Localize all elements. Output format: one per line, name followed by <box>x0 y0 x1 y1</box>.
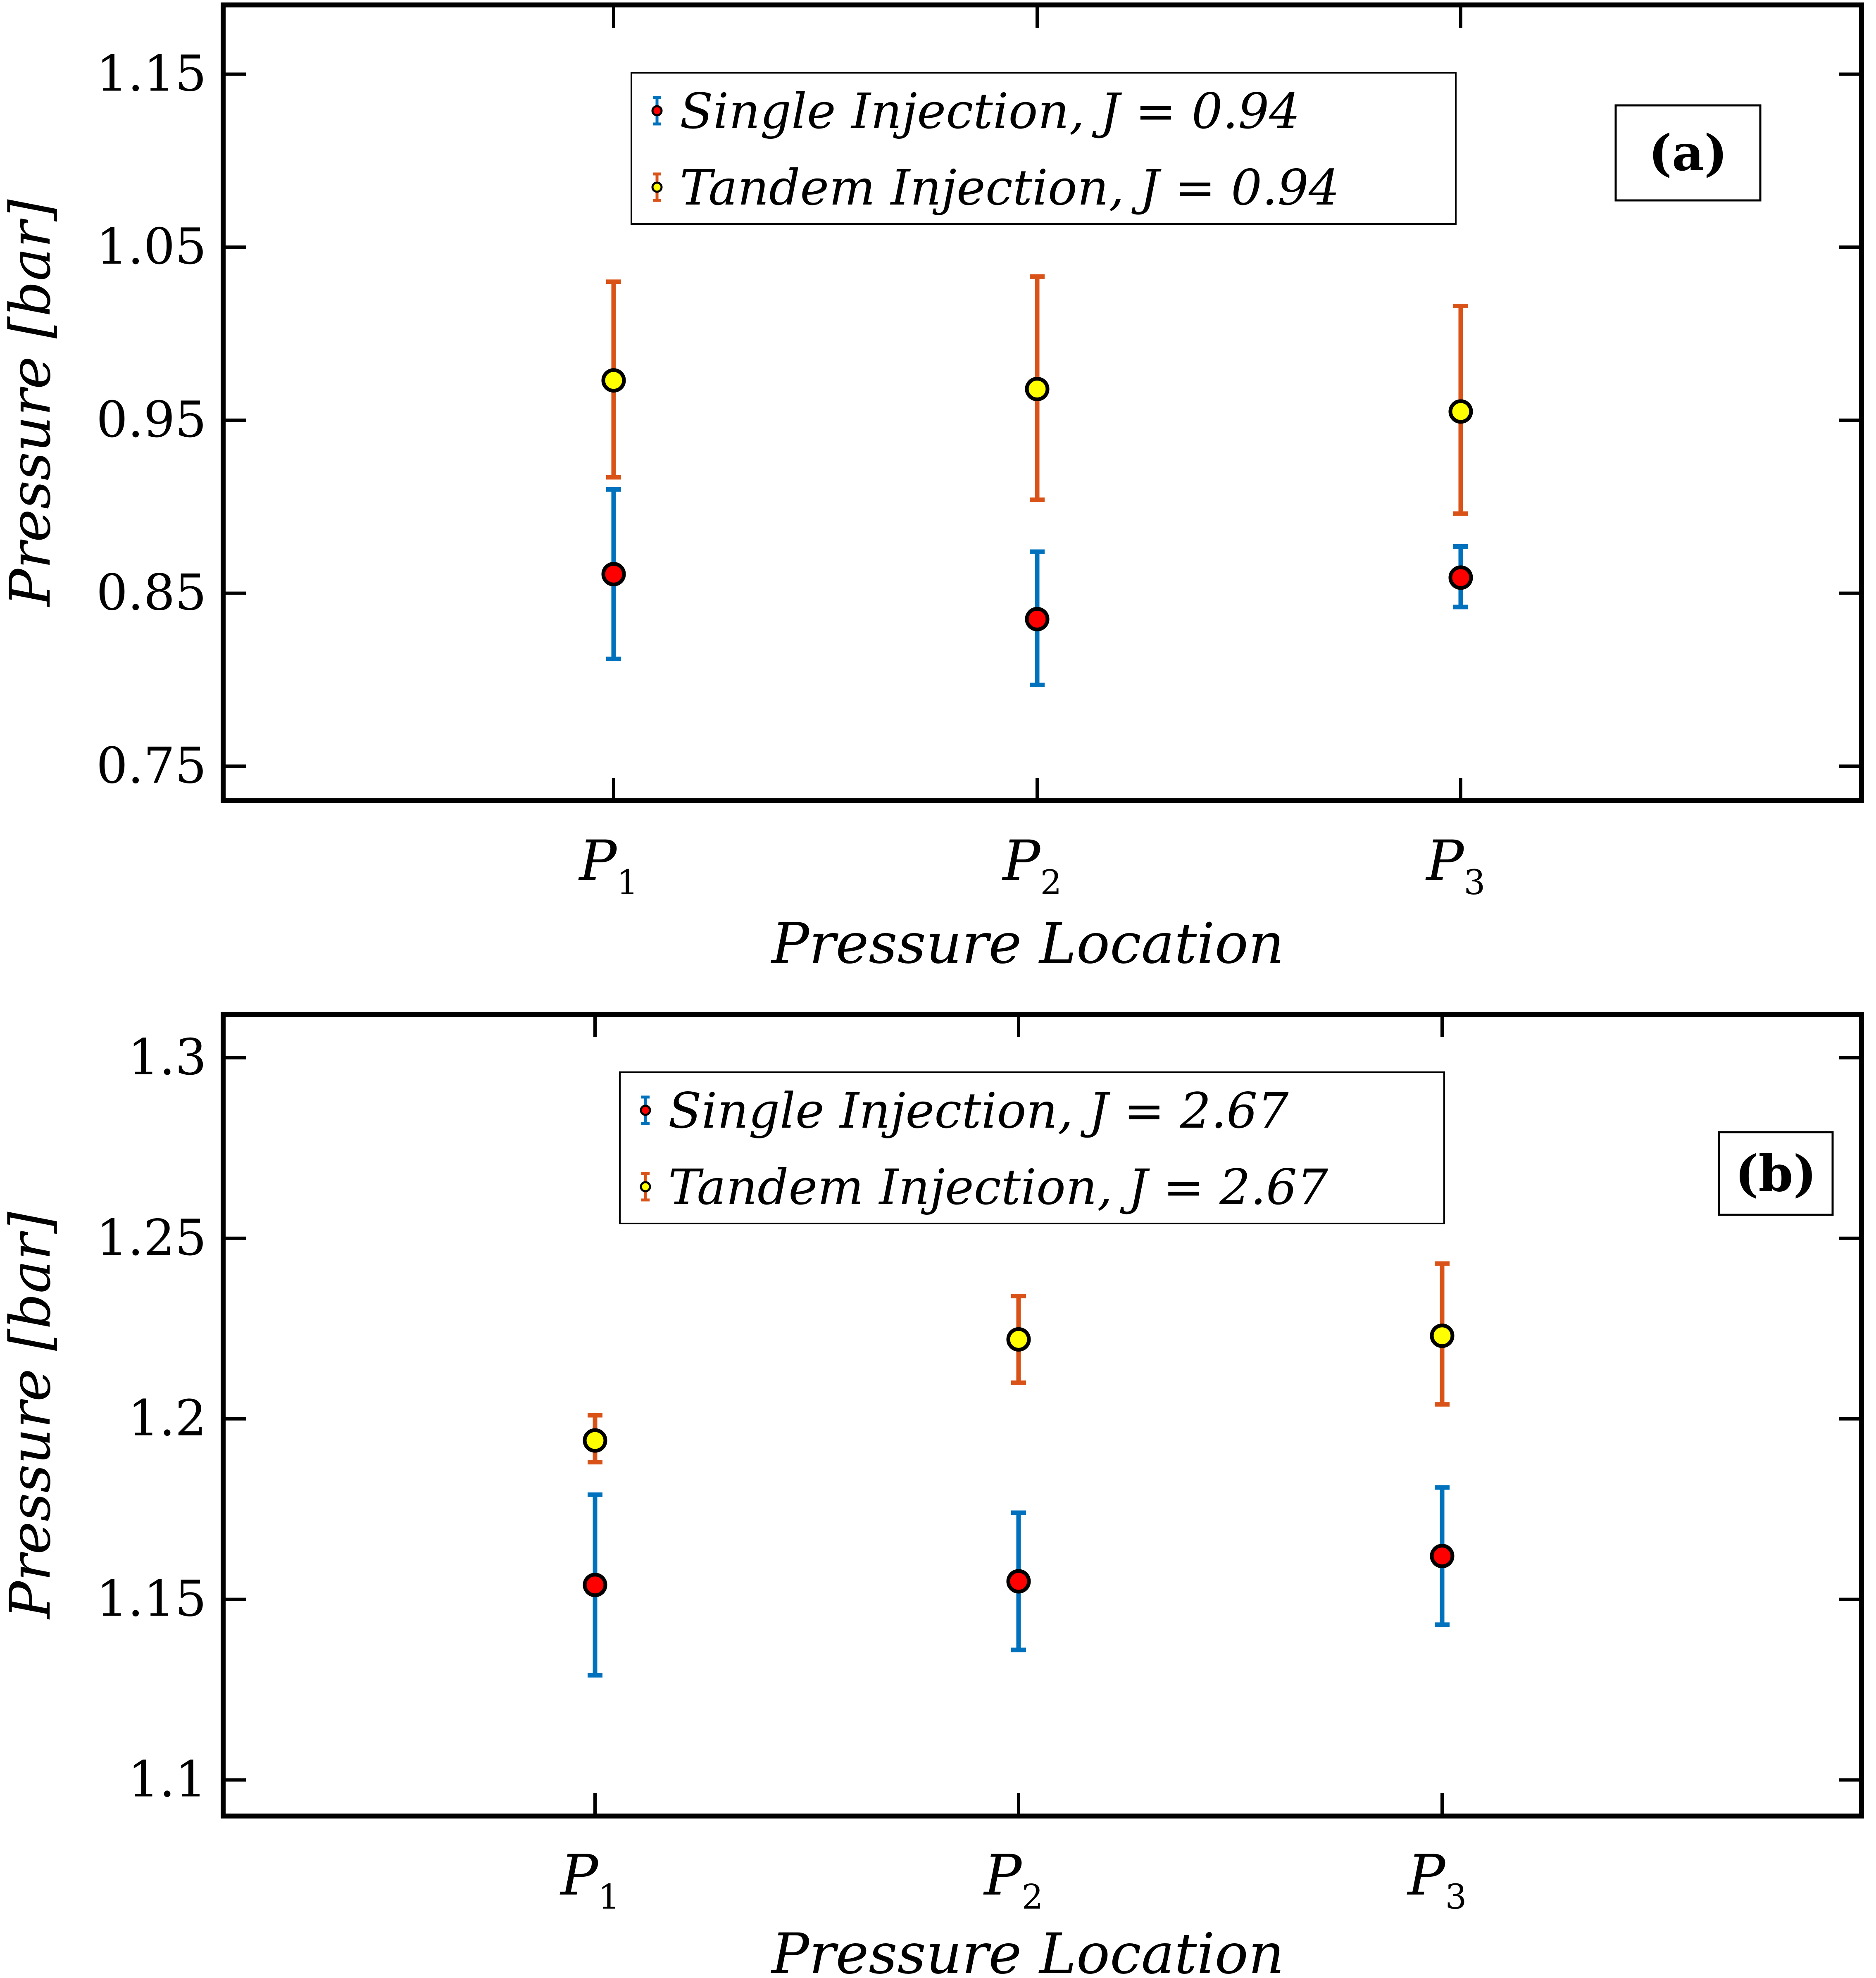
chart-panel-b: 1.1 1.15 1.2 1.25 1.3 P1 P2 P3 Pressure Location… <box>0 1012 1864 1978</box>
data-point <box>1025 377 1050 402</box>
x-tick-label-p1: P1 <box>578 828 638 902</box>
legend-label: Tandem Injection, J = 2.67 <box>668 1159 1328 1216</box>
axes-frame <box>221 2 1864 803</box>
series-single-injection <box>583 1485 1455 1678</box>
data-point <box>601 368 626 393</box>
y-tick-label: 0.75 <box>96 737 207 795</box>
y-tick-label: 1.25 <box>96 1209 207 1267</box>
y-axis-label: Pressure [bar] <box>0 199 63 607</box>
x-tick-label-p2: P2 <box>983 1843 1043 1917</box>
y-tick-label: 1.05 <box>96 218 207 276</box>
legend-marker <box>651 105 663 117</box>
panel-label-box <box>1614 104 1762 202</box>
legend-marker <box>640 1181 651 1193</box>
panel-label-text: (b) <box>1735 1145 1816 1203</box>
y-tick-label: 1.15 <box>96 45 207 102</box>
legend: Single Injection, J = 0.94 Tandem Injecti… <box>631 72 1457 225</box>
y-tick-label: 1.2 <box>128 1390 207 1447</box>
x-axis-label: Pressure Location <box>770 1921 1284 1978</box>
data-point <box>601 562 626 587</box>
data-point <box>1430 1544 1455 1569</box>
legend-box <box>619 1071 1445 1224</box>
legend-label: Single Injection, J = 2.67 <box>668 1082 1288 1139</box>
data-point <box>1430 1323 1455 1348</box>
y-tick-label: 1.1 <box>128 1751 207 1809</box>
panel-label-box <box>1718 1131 1834 1216</box>
y-tick-label: 1.3 <box>128 1029 207 1086</box>
series-tandem-injection <box>583 1261 1455 1465</box>
data-point <box>583 1573 607 1597</box>
x-tick-label-p2: P2 <box>1001 828 1062 902</box>
x-tick-label-p3: P3 <box>1425 828 1485 902</box>
x-tick-label-p3: P3 <box>1406 1843 1467 1917</box>
series-single-injection <box>601 487 1473 687</box>
panel-label: (b) <box>1718 1131 1834 1216</box>
chart-panel-a: 0.75 0.85 0.95 1.05 1.15 P1 P2 P3 Pressure Locat… <box>0 2 1864 976</box>
y-tick-label: 0.95 <box>96 391 207 449</box>
data-point <box>1006 1569 1031 1594</box>
data-point <box>1448 399 1473 424</box>
legend-box <box>631 72 1457 225</box>
panel-label-text: (a) <box>1648 124 1727 182</box>
series-tandem-injection <box>601 274 1473 516</box>
x-tick-label-p1: P1 <box>559 1843 619 1917</box>
legend-label: Tandem Injection, J = 0.94 <box>680 159 1340 216</box>
x-axis-label: Pressure Location <box>770 911 1284 976</box>
y-axis-label: Pressure [bar] <box>0 1212 63 1620</box>
y-tick-label: 1.15 <box>96 1571 207 1628</box>
y-tick-label: 0.85 <box>96 564 207 622</box>
legend-label: Single Injection, J = 0.94 <box>680 83 1300 140</box>
data-point <box>1006 1327 1031 1352</box>
legend-marker <box>651 181 663 193</box>
data-point <box>1448 565 1473 590</box>
panel-label: (a) <box>1614 104 1762 202</box>
legend-marker <box>640 1104 651 1116</box>
data-point <box>583 1428 607 1453</box>
axes-frame <box>221 1012 1864 1819</box>
legend: Single Injection, J = 2.67 Tandem Injecti… <box>619 1071 1445 1224</box>
data-point <box>1025 607 1050 631</box>
